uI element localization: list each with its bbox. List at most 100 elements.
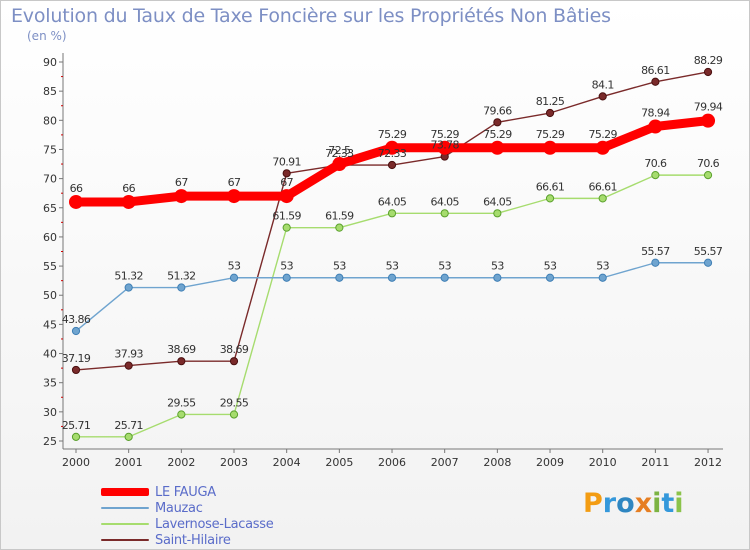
legend-item-lavernose-lacasse: Lavernose-Lacasse xyxy=(101,516,274,532)
data-point-le-fauga xyxy=(648,119,663,134)
data-point-le-fauga xyxy=(332,157,347,172)
x-tick-label: 2010 xyxy=(589,456,617,469)
logo-letter: i xyxy=(674,488,684,519)
y-tick-label: 30 xyxy=(43,406,57,419)
x-tick-label: 2008 xyxy=(483,456,511,469)
legend-label-le-fauga: LE FAUGA xyxy=(155,484,216,500)
data-label-mauzac: 51.32 xyxy=(114,270,143,283)
x-tick-label: 2011 xyxy=(641,456,669,469)
data-point-lavernose-lacasse xyxy=(651,171,660,180)
x-tick-label: 2001 xyxy=(115,456,143,469)
data-point-le-fauga xyxy=(385,140,400,155)
data-point-lavernose-lacasse xyxy=(124,432,133,441)
data-label-le-fauga: 67 xyxy=(228,176,241,189)
data-point-lavernose-lacasse xyxy=(545,194,555,203)
data-label-le-fauga: 72.5 xyxy=(328,144,351,157)
proxiti-logo: Proxiti xyxy=(583,488,684,519)
y-tick-label: 25 xyxy=(43,435,57,448)
data-label-mauzac: 53 xyxy=(491,260,504,273)
data-label-lavernose-lacasse: 61.59 xyxy=(325,210,354,223)
data-point-mauzac xyxy=(229,273,239,282)
data-point-mauzac xyxy=(124,283,133,292)
data-label-mauzac: 53 xyxy=(228,260,241,273)
logo-letter: r xyxy=(602,488,617,519)
chart-title: Evolution du Taux de Taxe Foncière sur l… xyxy=(11,5,611,27)
data-label-saint-hilaire: 73.78 xyxy=(430,139,459,152)
data-point-lavernose-lacasse xyxy=(71,432,81,441)
y-tick-label: 50 xyxy=(43,289,57,302)
y-tick-label: 60 xyxy=(43,231,57,244)
data-point-saint-hilaire xyxy=(124,361,133,370)
data-point-saint-hilaire xyxy=(229,357,239,366)
data-label-saint-hilaire: 72.33 xyxy=(378,147,407,160)
data-point-mauzac xyxy=(703,258,713,267)
data-point-mauzac xyxy=(651,258,660,267)
x-tick-label: 2012 xyxy=(694,456,722,469)
y-tick-label: 55 xyxy=(43,260,57,273)
data-point-lavernose-lacasse xyxy=(440,209,449,218)
data-label-lavernose-lacasse: 66.61 xyxy=(536,180,565,193)
data-point-saint-hilaire xyxy=(703,67,713,77)
data-point-le-fauga xyxy=(279,189,294,204)
data-label-mauzac: 53 xyxy=(544,260,557,273)
data-label-mauzac: 43.86 xyxy=(62,313,91,326)
data-label-saint-hilaire: 81.25 xyxy=(536,95,565,108)
data-label-le-fauga: 75.29 xyxy=(378,128,407,141)
data-point-le-fauga xyxy=(543,140,558,155)
data-label-mauzac: 51.32 xyxy=(167,270,196,283)
legend-item-saint-hilaire: Saint-Hilaire xyxy=(101,532,273,548)
data-label-mauzac: 53 xyxy=(280,260,293,273)
data-point-mauzac xyxy=(387,273,397,282)
x-tick-label: 2004 xyxy=(273,456,301,469)
data-point-saint-hilaire xyxy=(651,77,660,86)
data-point-le-fauga xyxy=(701,113,716,128)
y-tick-label: 65 xyxy=(43,202,57,215)
data-label-mauzac: 55.57 xyxy=(641,245,670,258)
legend-label-mauzac: Mauzac xyxy=(155,500,203,516)
legend-swatch-saint-hilaire xyxy=(101,539,149,541)
data-label-saint-hilaire: 38.69 xyxy=(220,343,249,356)
data-label-lavernose-lacasse: 64.05 xyxy=(378,195,407,208)
data-point-le-fauga xyxy=(437,140,452,155)
y-tick-label: 90 xyxy=(43,56,57,69)
data-label-le-fauga: 78.94 xyxy=(641,106,670,119)
data-point-saint-hilaire xyxy=(71,365,81,375)
data-point-le-fauga xyxy=(121,194,136,209)
data-point-mauzac xyxy=(335,273,344,282)
data-label-mauzac: 53 xyxy=(438,260,451,273)
legend-swatch-mauzac xyxy=(101,507,149,509)
logo-letter: x xyxy=(634,488,653,519)
logo-letter: o xyxy=(616,488,635,519)
data-label-lavernose-lacasse: 64.05 xyxy=(483,195,512,208)
data-point-saint-hilaire xyxy=(387,160,397,170)
logo-letter: t xyxy=(661,488,675,519)
data-point-saint-hilaire xyxy=(493,118,502,127)
data-label-saint-hilaire: 72.33 xyxy=(325,147,354,160)
data-point-mauzac xyxy=(177,283,186,292)
data-point-lavernose-lacasse xyxy=(177,410,186,419)
data-label-le-fauga: 79.94 xyxy=(694,101,723,114)
data-label-lavernose-lacasse: 66.61 xyxy=(588,180,617,193)
legend-item-mauzac: Mauzac xyxy=(101,500,273,516)
data-label-le-fauga: 66 xyxy=(70,182,83,195)
data-label-lavernose-lacasse: 70.6 xyxy=(697,157,720,170)
data-point-mauzac xyxy=(493,273,502,282)
data-label-lavernose-lacasse: 29.55 xyxy=(167,396,196,409)
data-point-lavernose-lacasse xyxy=(335,223,344,232)
data-label-lavernose-lacasse: 25.71 xyxy=(114,419,143,432)
x-tick-label: 2003 xyxy=(220,456,248,469)
legend-label-lavernose-lacasse: Lavernose-Lacasse xyxy=(155,516,274,532)
y-tick-label: 75 xyxy=(43,143,57,156)
data-point-lavernose-lacasse xyxy=(282,223,291,232)
x-tick-label: 2000 xyxy=(62,456,90,469)
data-point-lavernose-lacasse xyxy=(387,209,397,218)
data-label-saint-hilaire: 37.93 xyxy=(114,348,143,361)
data-label-saint-hilaire: 79.66 xyxy=(483,104,512,117)
data-point-mauzac xyxy=(545,273,555,282)
data-label-le-fauga: 75.29 xyxy=(430,128,459,141)
data-point-le-fauga xyxy=(595,140,610,155)
legend-label-saint-hilaire: Saint-Hilaire xyxy=(155,532,231,548)
data-label-lavernose-lacasse: 64.05 xyxy=(430,195,459,208)
